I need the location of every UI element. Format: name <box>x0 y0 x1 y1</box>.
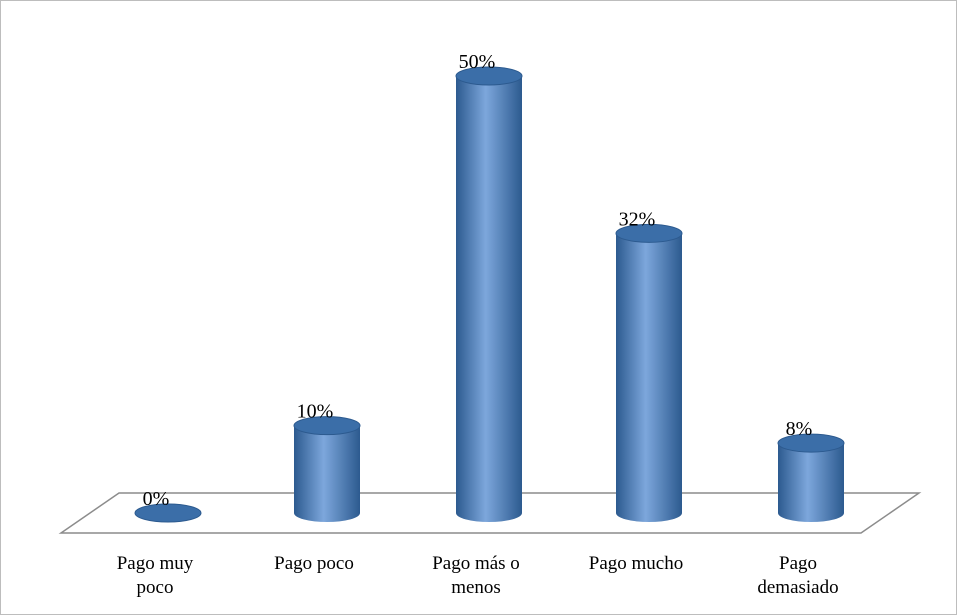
bar-top-1 <box>134 503 202 523</box>
category-label-2: Pago poco <box>274 553 354 574</box>
bar-top-5 <box>777 433 845 453</box>
bar-body-2 <box>294 425 360 522</box>
bars-layer <box>134 66 845 523</box>
value-label-2: 10% <box>297 401 334 423</box>
value-label-3: 50% <box>459 51 496 73</box>
category-label-3: Pago más o menos <box>432 553 520 598</box>
category-label-4: Pago mucho <box>589 553 683 574</box>
bar-2 <box>293 416 361 522</box>
bar-top-3 <box>455 66 523 86</box>
category-label-5: Pago demasiado <box>757 553 838 598</box>
bar-5 <box>777 433 845 522</box>
bar-body-3 <box>456 76 522 522</box>
value-label-5: 8% <box>786 418 813 440</box>
bar-top-4 <box>615 223 683 243</box>
value-labels-layer: 0% 10% 50% 32% 8% <box>143 51 813 510</box>
bar-1 <box>134 503 202 523</box>
bar-body-5 <box>778 443 844 522</box>
bar-3 <box>455 66 523 522</box>
value-label-4: 32% <box>619 208 656 230</box>
value-label-1: 0% <box>143 488 170 510</box>
bar-top-2 <box>293 416 361 436</box>
category-labels-layer: Pago muy poco Pago poco Pago más o menos Pago… <box>117 553 839 598</box>
category-label-1: Pago muy poco <box>117 553 194 598</box>
bar-body-4 <box>616 233 682 522</box>
bar-4 <box>615 223 683 522</box>
